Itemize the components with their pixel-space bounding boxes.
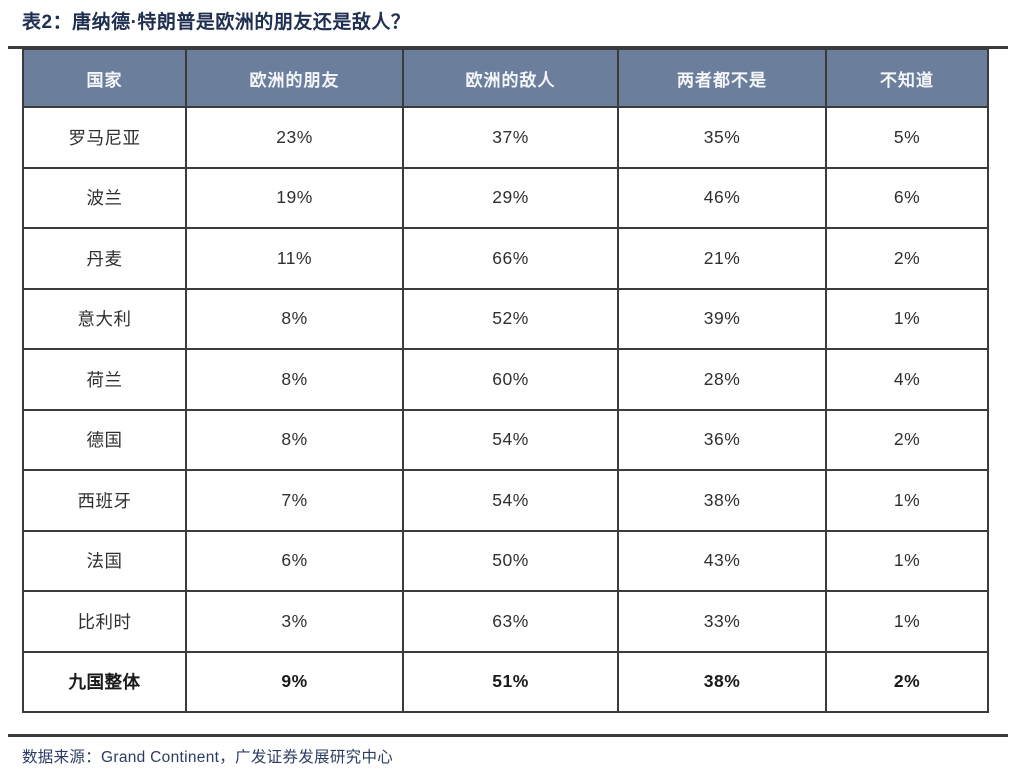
value-cell: 2% [825,650,989,713]
value-cell: 23% [185,106,404,169]
column-header: 欧洲的敌人 [402,48,619,108]
country-cell: 荷兰 [22,348,187,411]
value-cell: 7% [185,469,404,532]
value-cell: 2% [825,227,989,290]
value-cell: 1% [825,469,989,532]
country-cell: 法国 [22,529,187,592]
value-cell: 60% [402,348,619,411]
value-cell: 54% [402,469,619,532]
table-row: 比利时 3% 63% 33% 1% [22,590,989,653]
value-cell: 1% [825,287,989,350]
country-cell: 西班牙 [22,469,187,532]
value-cell: 37% [402,106,619,169]
survey-data-table: 国家 欧洲的朋友 欧洲的敌人 两者都不是 不知道 罗马尼亚 23% 37% 35% 5% 波兰 19… [22,48,989,713]
column-header: 两者都不是 [617,48,827,108]
country-cell: 波兰 [22,166,187,229]
value-cell: 6% [825,166,989,229]
value-cell: 36% [617,408,827,471]
country-cell: 九国整体 [22,650,187,713]
value-cell: 54% [402,408,619,471]
country-cell: 意大利 [22,287,187,350]
table-row: 西班牙 7% 54% 38% 1% [22,469,989,532]
value-cell: 8% [185,287,404,350]
value-cell: 8% [185,348,404,411]
column-header: 国家 [22,48,187,108]
header-row: 国家 欧洲的朋友 欧洲的敌人 两者都不是 不知道 [22,48,989,108]
value-cell: 52% [402,287,619,350]
value-cell: 50% [402,529,619,592]
table-body: 罗马尼亚 23% 37% 35% 5% 波兰 19% 29% 46% 6% 丹麦 11% 66% 21% 2… [22,106,989,713]
value-cell: 28% [617,348,827,411]
top-rule [8,46,1008,49]
value-cell: 5% [825,106,989,169]
value-cell: 38% [617,469,827,532]
value-cell: 6% [185,529,404,592]
column-header: 不知道 [825,48,989,108]
bottom-rule [8,734,1008,737]
table-row: 法国 6% 50% 43% 1% [22,529,989,592]
value-cell: 35% [617,106,827,169]
value-cell: 43% [617,529,827,592]
value-cell: 19% [185,166,404,229]
value-cell: 46% [617,166,827,229]
table-row: 意大利 8% 52% 39% 1% [22,287,989,350]
table-title: 表2：唐纳德·特朗普是欧洲的朋友还是敌人？ [22,12,411,33]
value-cell: 39% [617,287,827,350]
table-row: 丹麦 11% 66% 21% 2% [22,227,989,290]
table-row: 荷兰 8% 60% 28% 4% [22,348,989,411]
country-cell: 罗马尼亚 [22,106,187,169]
value-cell: 66% [402,227,619,290]
table-row: 德国 8% 54% 36% 2% [22,408,989,471]
value-cell: 9% [185,650,404,713]
value-cell: 3% [185,590,404,653]
country-cell: 丹麦 [22,227,187,290]
country-cell: 比利时 [22,590,187,653]
value-cell: 29% [402,166,619,229]
value-cell: 38% [617,650,827,713]
value-cell: 11% [185,227,404,290]
value-cell: 21% [617,227,827,290]
data-source-note: 数据来源：Grand Continent，广发证券发展研究中心 [22,749,394,766]
column-header: 欧洲的朋友 [185,48,404,108]
table-row: 波兰 19% 29% 46% 6% [22,166,989,229]
value-cell: 8% [185,408,404,471]
value-cell: 33% [617,590,827,653]
value-cell: 1% [825,590,989,653]
table-row: 九国整体 9% 51% 38% 2% [22,650,989,713]
value-cell: 51% [402,650,619,713]
value-cell: 2% [825,408,989,471]
value-cell: 63% [402,590,619,653]
table-row: 罗马尼亚 23% 37% 35% 5% [22,106,989,169]
value-cell: 1% [825,529,989,592]
value-cell: 4% [825,348,989,411]
country-cell: 德国 [22,408,187,471]
